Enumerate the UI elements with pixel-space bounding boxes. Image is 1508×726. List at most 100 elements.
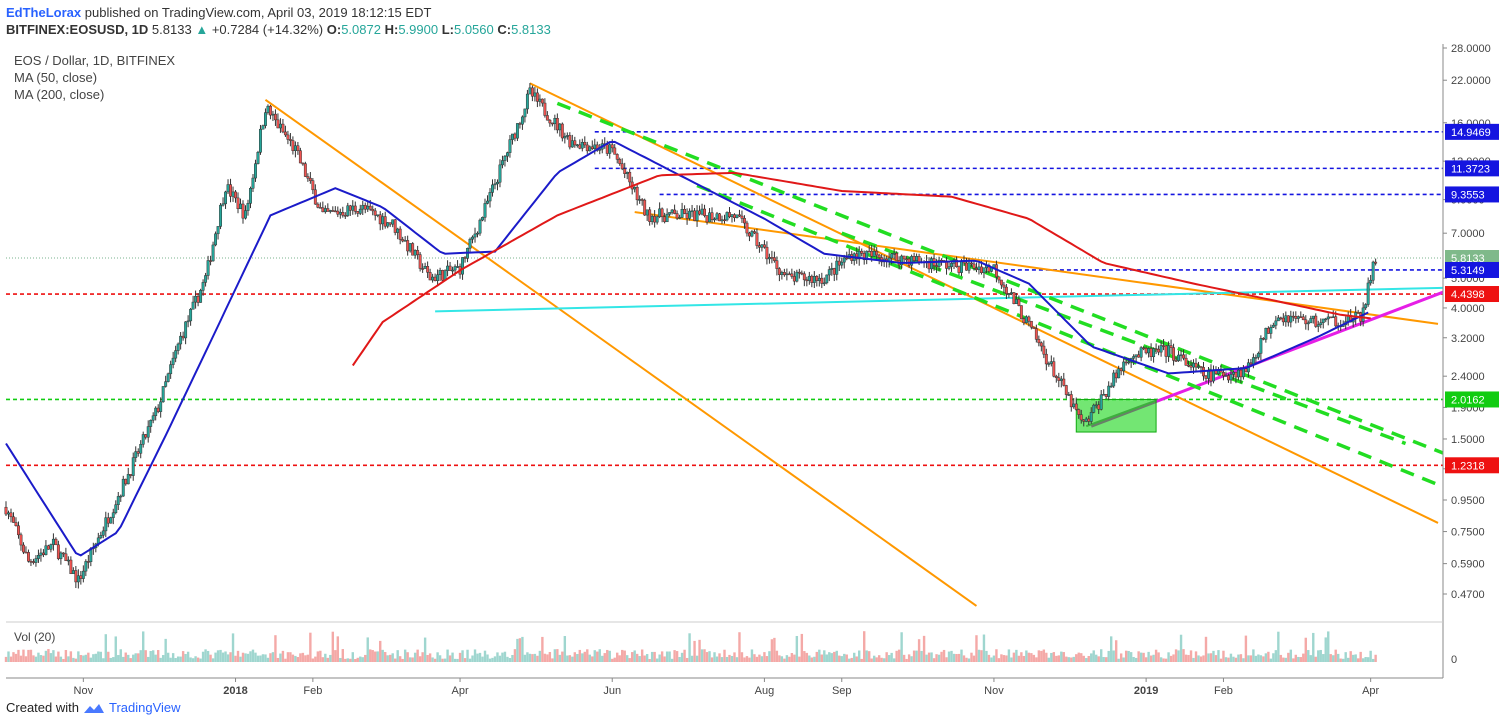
- candle-body: [36, 555, 40, 559]
- volume-bar: [723, 649, 726, 662]
- volume-bar: [927, 652, 931, 662]
- volume-bar: [576, 654, 579, 662]
- candle-body: [645, 209, 649, 216]
- volume-bar: [189, 657, 192, 662]
- published-text: published on TradingView.com, April 03, …: [84, 5, 432, 20]
- volume-bar: [486, 654, 489, 662]
- volume-bar: [269, 653, 272, 662]
- volume-bar: [418, 656, 422, 662]
- candle-body: [119, 495, 123, 498]
- candle-body: [623, 168, 627, 174]
- volume-bar: [858, 650, 861, 662]
- candle-body: [548, 119, 552, 124]
- volume-bar: [1267, 651, 1270, 662]
- candle-body: [1177, 354, 1181, 361]
- candle-body: [757, 245, 761, 248]
- candle-body: [283, 131, 287, 136]
- candle-body: [278, 123, 282, 129]
- volume-bar: [932, 658, 936, 662]
- candle-body: [663, 216, 667, 223]
- candle-body: [266, 105, 270, 113]
- candle-body: [797, 271, 801, 274]
- volume-bar: [1005, 655, 1008, 662]
- volume-bar: [1002, 655, 1006, 662]
- candle-body: [1364, 304, 1368, 309]
- volume-bar: [773, 637, 776, 662]
- candle-body: [1102, 394, 1106, 396]
- author-name[interactable]: EdTheLorax: [6, 5, 82, 20]
- candle-body: [1174, 360, 1178, 362]
- candle-body: [688, 210, 692, 219]
- high-label: H:: [384, 22, 399, 37]
- volume-bar: [513, 649, 517, 662]
- candle-body: [328, 210, 332, 212]
- candle-body: [570, 140, 574, 148]
- candle-body: [1064, 385, 1068, 395]
- volume-bar: [533, 653, 537, 662]
- candle-body: [1012, 292, 1016, 304]
- ma50-legend[interactable]: MA (50, close): [14, 70, 98, 85]
- volume-bar: [1294, 654, 1298, 662]
- volume-bar: [181, 651, 185, 662]
- open-label: O:: [326, 22, 342, 37]
- candle-body: [159, 401, 163, 412]
- volume-bar: [1007, 649, 1011, 662]
- volume-bar: [763, 652, 766, 662]
- volume-bar: [1065, 656, 1068, 662]
- candle-body: [1326, 316, 1330, 320]
- volume-bar: [1072, 656, 1075, 662]
- candle-body: [1059, 378, 1063, 381]
- volume-bar: [9, 656, 13, 662]
- volume-bar: [596, 651, 599, 662]
- candle-body: [1009, 292, 1013, 294]
- volume-bar: [887, 655, 891, 662]
- volume-bar: [264, 654, 267, 662]
- candle-body: [720, 219, 724, 222]
- volume-bar: [433, 658, 437, 662]
- volume-bar: [546, 654, 549, 662]
- volume-bar: [703, 649, 706, 662]
- candle-body: [1067, 394, 1071, 396]
- volume-bar: [122, 656, 125, 662]
- candle-body: [558, 123, 562, 131]
- volume-bar: [892, 658, 896, 662]
- volume-bar: [1366, 657, 1370, 662]
- candle-body: [27, 552, 30, 562]
- volume-bar: [621, 649, 624, 662]
- x-tick-label: Aug: [755, 685, 775, 697]
- volume-bar: [501, 652, 504, 662]
- candle-body: [441, 270, 445, 281]
- volume-bar: [715, 656, 719, 662]
- volume-bar: [890, 652, 893, 662]
- ma200-legend[interactable]: MA (200, close): [14, 87, 105, 102]
- candle-body: [141, 434, 145, 445]
- y-tick-label: 0.7500: [1451, 527, 1485, 539]
- candle-body: [1034, 328, 1038, 340]
- candle-body: [154, 407, 158, 417]
- volume-legend[interactable]: Vol (20): [14, 630, 56, 644]
- candle-body: [421, 268, 425, 270]
- candle-body: [398, 228, 402, 240]
- volume-bar: [1119, 653, 1123, 662]
- x-tick-label: Nov: [984, 685, 1004, 697]
- volume-bar: [396, 650, 399, 662]
- candle-body: [151, 415, 155, 421]
- candle-body: [54, 538, 58, 546]
- volume-bar: [942, 649, 946, 662]
- volume-bar: [945, 657, 948, 662]
- candle-body: [817, 277, 821, 281]
- volume-bar: [848, 658, 851, 662]
- volume-bar: [1237, 654, 1240, 662]
- volume-bar: [461, 650, 464, 662]
- volume-bar: [134, 653, 137, 662]
- candle-body: [820, 277, 824, 284]
- volume-bar: [127, 654, 130, 662]
- candle-body: [608, 144, 612, 154]
- candle-body: [842, 257, 846, 263]
- volume-bar: [653, 651, 656, 662]
- volume-bar: [456, 658, 459, 662]
- volume-bar: [52, 650, 55, 662]
- tradingview-brand[interactable]: TradingView: [108, 700, 181, 715]
- candle-body: [191, 301, 195, 310]
